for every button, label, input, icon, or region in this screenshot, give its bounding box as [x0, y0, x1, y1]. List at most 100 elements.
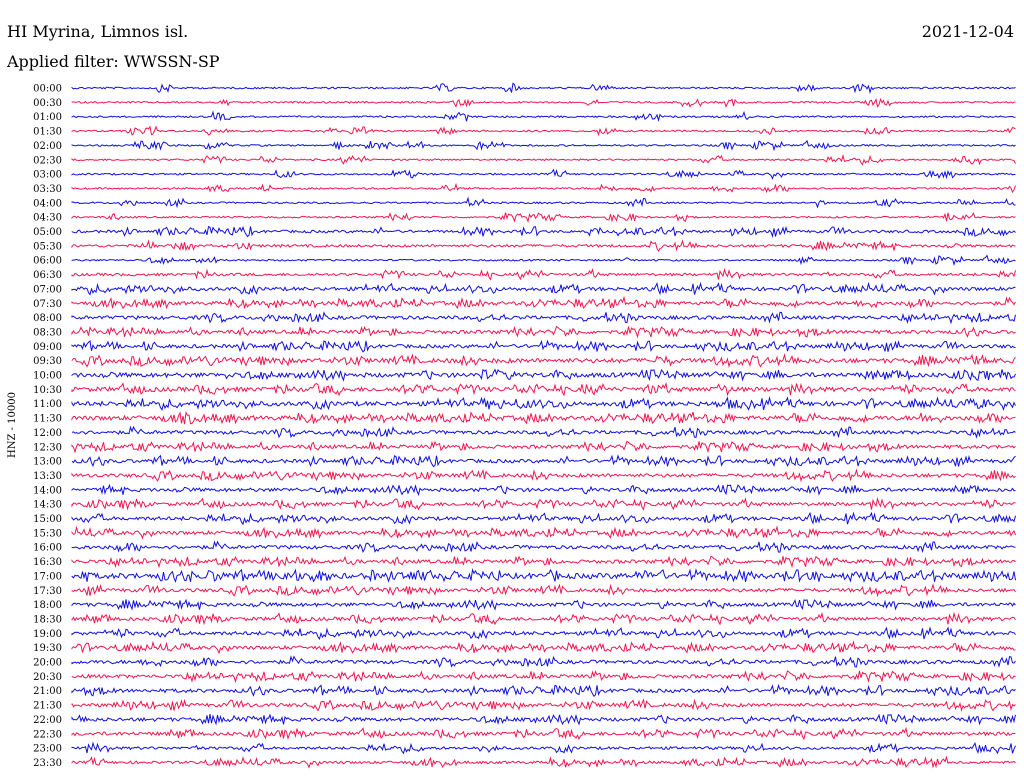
station-title: HI Myrina, Limnos isl.	[7, 22, 189, 41]
time-tick-label: 22:00	[33, 715, 62, 726]
trace-line	[71, 182, 1016, 194]
trace-line	[71, 211, 1016, 224]
time-tick-label: 00:00	[33, 84, 62, 95]
trace-line	[71, 153, 1016, 166]
time-tick-label: 07:00	[33, 284, 62, 295]
trace-line	[71, 353, 1016, 369]
time-tick-label: 12:00	[33, 428, 62, 439]
trace-line	[71, 440, 1016, 454]
time-tick-label: 03:00	[33, 170, 62, 181]
time-tick-label: 02:30	[33, 155, 62, 166]
time-tick-label: 21:00	[33, 686, 62, 697]
time-tick-label: 09:30	[33, 356, 62, 367]
time-tick-label: 10:30	[33, 385, 62, 396]
time-tick-label: 16:30	[33, 557, 62, 568]
time-tick-label: 11:00	[33, 399, 62, 410]
trace-line	[71, 239, 1016, 252]
time-tick-label: 17:30	[33, 586, 62, 597]
trace-line	[71, 196, 1016, 209]
trace-line	[71, 468, 1016, 483]
trace-line	[71, 325, 1016, 339]
time-tick-label: 14:30	[33, 500, 62, 511]
time-tick-label: 08:00	[33, 313, 62, 324]
time-tick-label: 04:00	[33, 198, 62, 209]
time-tick-label: 12:30	[33, 442, 62, 453]
trace-line	[71, 168, 1016, 180]
trace-line	[71, 626, 1016, 641]
trace-line	[71, 110, 1016, 122]
trace-line	[71, 640, 1016, 655]
time-tick-label: 07:30	[33, 299, 62, 310]
trace-line	[71, 396, 1016, 411]
time-tick-label: 00:30	[33, 98, 62, 109]
time-tick-label: 13:30	[33, 471, 62, 482]
time-tick-label: 06:30	[33, 270, 62, 281]
date-label: 2021-12-04	[921, 22, 1014, 41]
time-tick-label: 04:30	[33, 213, 62, 224]
time-tick-label: 10:00	[33, 371, 62, 382]
trace-line	[71, 713, 1016, 726]
trace-line	[71, 125, 1016, 137]
time-tick-label: 14:00	[33, 485, 62, 496]
trace-line	[71, 339, 1016, 353]
time-tick-label: 19:00	[33, 629, 62, 640]
trace-line	[71, 611, 1016, 626]
trace-line	[71, 683, 1016, 697]
trace-line	[71, 254, 1016, 267]
trace-line	[71, 368, 1016, 382]
time-tick-label: 22:30	[33, 729, 62, 740]
channel-label: HNZ - 10000	[7, 392, 18, 458]
filter-label: Applied filter: WWSSN-SP	[7, 52, 220, 71]
trace-line	[71, 139, 1016, 152]
time-tick-label: 15:00	[33, 514, 62, 525]
trace-line	[71, 698, 1016, 713]
trace-line	[71, 598, 1016, 611]
trace-line	[71, 655, 1016, 668]
trace-line	[71, 511, 1016, 526]
trace-group: 00:00 00:30 01:00 01:30 02:00 02:30 03:00 03:30…	[33, 82, 1016, 769]
trace-line	[71, 540, 1016, 554]
time-tick-label: 11:30	[33, 414, 62, 425]
time-tick-label: 20:30	[33, 672, 62, 683]
time-tick-label: 05:30	[33, 241, 62, 252]
time-tick-label: 05:00	[33, 227, 62, 238]
trace-line	[71, 267, 1016, 281]
trace-line	[71, 97, 1016, 108]
trace-line	[71, 225, 1016, 239]
trace-line	[71, 454, 1016, 468]
time-tick-label: 18:00	[33, 600, 62, 611]
trace-line	[71, 525, 1016, 540]
time-tick-label: 01:00	[33, 112, 62, 123]
time-tick-label: 19:30	[33, 643, 62, 654]
time-tick-label: 16:00	[33, 543, 62, 554]
time-tick-label: 17:00	[33, 571, 62, 582]
trace-line	[71, 583, 1016, 598]
trace-line	[71, 483, 1016, 497]
trace-line	[71, 82, 1016, 95]
trace-line	[71, 381, 1016, 397]
time-tick-label: 21:30	[33, 701, 62, 712]
trace-line	[71, 281, 1016, 296]
trace-line	[71, 311, 1016, 325]
trace-line	[71, 425, 1016, 439]
trace-line	[71, 555, 1016, 569]
time-tick-label: 23:30	[33, 758, 62, 769]
trace-line	[71, 755, 1016, 769]
trace-line	[71, 670, 1016, 684]
time-tick-label: 18:30	[33, 614, 62, 625]
trace-line	[71, 741, 1016, 755]
trace-line	[71, 726, 1016, 741]
time-tick-label: 03:30	[33, 184, 62, 195]
time-tick-label: 06:00	[33, 256, 62, 267]
time-tick-label: 13:00	[33, 457, 62, 468]
time-tick-label: 08:30	[33, 327, 62, 338]
trace-line	[71, 295, 1016, 310]
time-tick-label: 23:00	[33, 744, 62, 755]
time-tick-label: 15:30	[33, 528, 62, 539]
trace-line	[71, 496, 1016, 511]
trace-line	[71, 567, 1016, 584]
time-tick-label: 01:30	[33, 127, 62, 138]
time-tick-label: 09:00	[33, 342, 62, 353]
trace-line	[71, 411, 1016, 425]
